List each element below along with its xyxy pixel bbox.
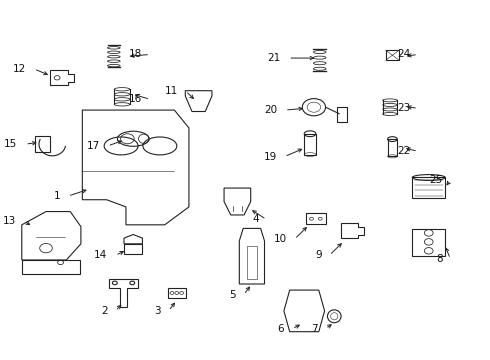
Bar [304, 134, 316, 154]
Bar [386, 50, 399, 60]
Text: 18: 18 [129, 49, 143, 59]
Bar [388, 139, 397, 156]
Text: 14: 14 [94, 250, 107, 260]
Text: 3: 3 [154, 306, 161, 316]
Text: 21: 21 [267, 53, 280, 63]
Text: 5: 5 [229, 290, 236, 300]
Text: 4: 4 [252, 215, 259, 224]
Text: 16: 16 [129, 94, 143, 104]
Text: 22: 22 [397, 146, 410, 156]
Bar [306, 213, 326, 224]
Bar [247, 246, 257, 279]
Bar [35, 136, 50, 152]
Text: 11: 11 [165, 86, 178, 96]
Text: 7: 7 [311, 324, 318, 334]
Text: 19: 19 [263, 152, 277, 162]
Text: 24: 24 [397, 49, 410, 59]
Text: 25: 25 [430, 175, 443, 185]
Text: 23: 23 [397, 103, 410, 113]
Text: 13: 13 [3, 216, 17, 226]
Text: 12: 12 [13, 64, 26, 74]
Bar [337, 107, 347, 122]
Text: 6: 6 [278, 324, 284, 334]
Text: 1: 1 [53, 191, 60, 201]
Text: 8: 8 [436, 254, 443, 264]
Text: 9: 9 [315, 250, 321, 260]
Bar [22, 260, 80, 274]
Text: 2: 2 [101, 306, 107, 316]
Text: 15: 15 [4, 139, 18, 149]
Text: 17: 17 [87, 141, 100, 151]
Bar [412, 229, 445, 256]
Bar [412, 177, 445, 198]
Bar [168, 288, 186, 298]
Bar [124, 244, 143, 254]
Text: 10: 10 [274, 234, 287, 244]
Text: 20: 20 [264, 105, 277, 115]
